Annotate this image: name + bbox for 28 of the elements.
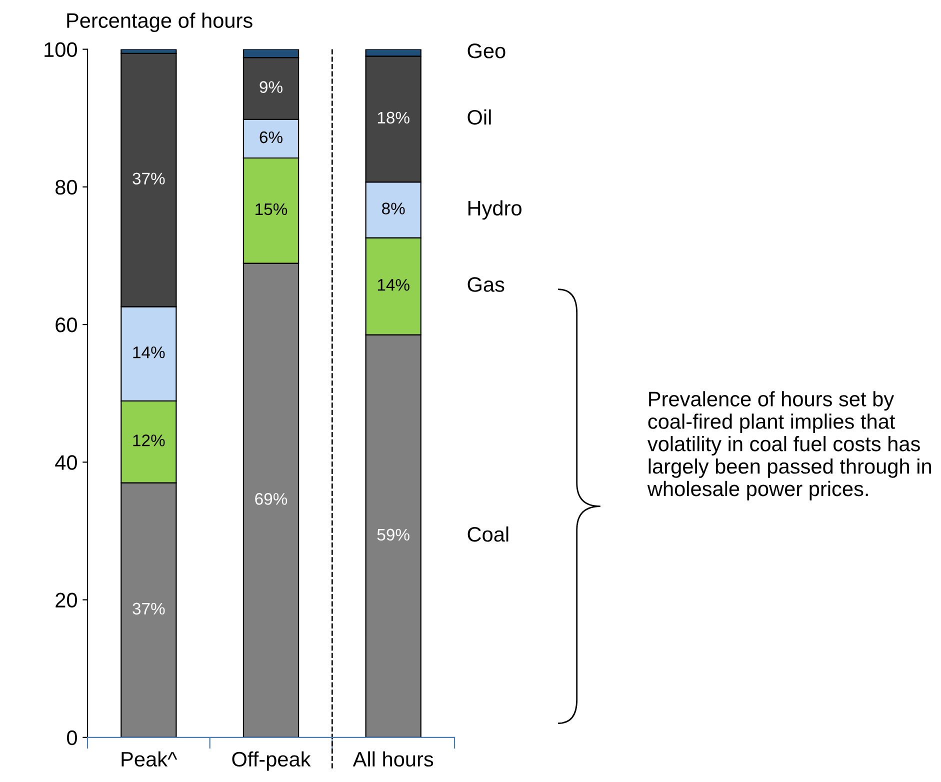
text: Prevalence of hours set by coal-fired plant implies that volatility in coal fuel costs has largely been passed through in wholesale power prices. <box>647 391 931 500</box>
data-label: 14% <box>378 279 410 291</box>
data-label: 18% <box>378 112 410 124</box>
x-tick-label: All hours <box>352 751 434 767</box>
y-tick-label: 40 <box>55 455 77 470</box>
data-label: 69% <box>255 493 288 505</box>
data-label: 9% <box>260 81 282 93</box>
data-label: 6% <box>260 131 282 144</box>
data-label: 8% <box>382 202 405 214</box>
x-tick-label: Peak^ <box>122 751 178 767</box>
data-label: 59% <box>377 528 410 541</box>
text: Geo <box>468 44 506 58</box>
text: Coal <box>468 526 508 542</box>
y-tick-label: 100 <box>44 42 77 58</box>
data-label: 14% <box>133 346 165 358</box>
x-tick-label: Off-peak <box>232 751 311 771</box>
text: Hydro <box>468 200 522 220</box>
y-tick-label: 80 <box>56 180 77 195</box>
text: Oil <box>468 109 491 125</box>
data-label: 12% <box>133 434 165 446</box>
y-tick-label: 60 <box>56 318 77 332</box>
data-label: 37% <box>132 172 165 184</box>
y-tick-label: 20 <box>56 592 77 608</box>
text: Gas <box>468 277 504 292</box>
y-axis-title: Percentage of hours <box>67 12 252 32</box>
data-label: 37% <box>132 602 165 615</box>
data-label: 15% <box>256 203 288 216</box>
y-tick-label: 0 <box>67 730 77 746</box>
